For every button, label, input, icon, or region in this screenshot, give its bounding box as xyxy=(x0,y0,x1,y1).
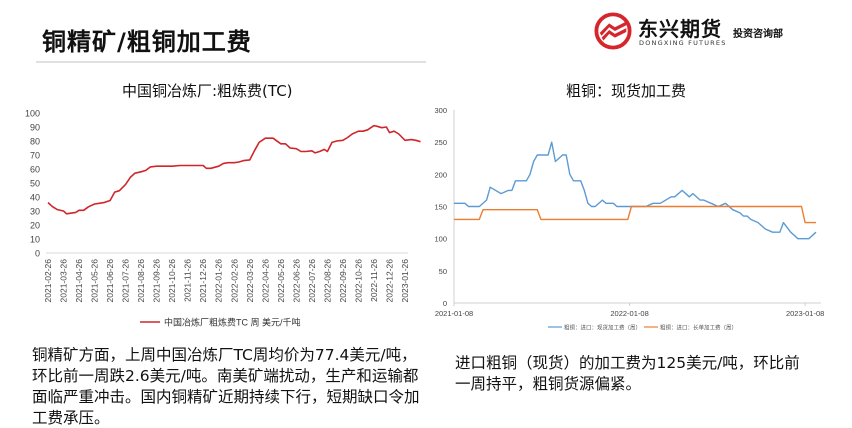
y-tick-label: 0 xyxy=(35,249,40,259)
y-tick-label: 40 xyxy=(30,193,40,203)
x-tick-label: 2021-12-26 xyxy=(198,259,208,303)
fee-series-line xyxy=(454,141,817,240)
department-label: 投资咨询部 xyxy=(733,29,783,40)
x-tick-label: 2022-01-26 xyxy=(214,259,224,303)
y-tick-label: 100 xyxy=(25,109,40,119)
x-tick-label: 2022-04-26 xyxy=(260,259,270,303)
y-tick-label: 0 xyxy=(443,299,447,308)
y-tick-label: 50 xyxy=(439,267,447,276)
x-tick-label: 2022-03-26 xyxy=(245,259,255,303)
x-tick-label: 2021-11-26 xyxy=(183,259,193,302)
title-divider xyxy=(36,61,426,63)
x-tick-label: 2022-05-26 xyxy=(276,259,286,303)
x-tick-label: 2022-02-26 xyxy=(229,259,239,303)
logo-name-cn: 东兴期货 xyxy=(638,17,722,41)
y-tick-label: 20 xyxy=(30,221,40,231)
x-tick-label: 2022-06-26 xyxy=(291,259,301,303)
y-tick-label: 250 xyxy=(434,138,447,147)
legend-label: 中国冶炼厂粗炼费TC 周 美元/千吨 xyxy=(164,317,301,328)
x-tick-label: 2022-07-26 xyxy=(307,259,317,303)
legend-label: 粗铜：进口：长单加工费（周） xyxy=(660,324,737,332)
y-tick-label: 200 xyxy=(434,170,447,179)
y-tick-label: 80 xyxy=(30,137,40,147)
x-tick-label: 2021-04-26 xyxy=(74,259,84,303)
x-tick-label: 2023-01-08 xyxy=(786,309,824,318)
page-title: 铜精矿/粗铜加工费 xyxy=(42,28,252,56)
x-tick-label: 2021-10-26 xyxy=(167,259,177,303)
right-chart-title: 粗铜：现货加工费 xyxy=(566,82,687,100)
x-tick-label: 2022-09-26 xyxy=(338,259,348,303)
left-description: 铜精矿方面，上周中国冶炼厂TC周均价为77.4美元/吨，环比前一周跌2.6美元/… xyxy=(32,346,420,427)
x-tick-label: 2021-07-26 xyxy=(121,259,131,303)
y-tick-label: 100 xyxy=(434,235,447,244)
x-tick-label: 2021-01-08 xyxy=(435,309,473,318)
tc-line-chart: 0 10 20 30 40 50 60 70 80 90 100 2021-02-26 2021-03-… xyxy=(25,109,421,328)
y-tick-label: 300 xyxy=(434,106,447,115)
x-tick-label: 2022-10-26 xyxy=(353,259,363,303)
blister-copper-fee-chart: 0 50 100 150 200 250 300 2021-01-08 2022-01-08 20… xyxy=(434,106,824,332)
x-tick-label: 2021-09-26 xyxy=(152,259,162,303)
right-description: 进口粗铜（现货）的加工费为125美元/吨，环比前一周持平，粗铜货源偏紧。 xyxy=(455,354,800,393)
left-chart-title: 中国铜冶炼厂:粗炼费(TC) xyxy=(122,82,293,100)
tc-series-line xyxy=(47,124,421,215)
y-tick-label: 90 xyxy=(30,123,40,133)
x-tick-label: 2021-06-26 xyxy=(105,259,115,303)
x-tick-label: 2022-01-08 xyxy=(610,309,648,318)
y-tick-label: 150 xyxy=(434,203,447,212)
y-tick-label: 60 xyxy=(30,165,40,175)
fee-series-line xyxy=(454,205,816,224)
x-tick-label: 2021-03-26 xyxy=(59,259,69,303)
x-tick-label: 2022-11-26 xyxy=(369,259,379,302)
x-tick-label: 2021-08-26 xyxy=(136,259,146,303)
x-tick-label: 2023-01-26 xyxy=(400,259,410,303)
logo-name-en: DONGXING FUTURES xyxy=(639,39,727,47)
dongxing-logo-icon xyxy=(594,12,632,50)
y-tick-label: 50 xyxy=(30,179,40,189)
y-tick-label: 10 xyxy=(30,235,40,245)
company-logo: 东兴期货 DONGXING FUTURES 投资咨询部 xyxy=(594,8,834,52)
x-tick-label: 2021-02-26 xyxy=(43,259,53,303)
x-tick-label: 2022-08-26 xyxy=(322,259,332,303)
x-tick-label: 2021-05-26 xyxy=(90,259,100,303)
y-tick-label: 70 xyxy=(30,151,40,161)
y-tick-label: 30 xyxy=(30,207,40,217)
legend-label: 粗铜：进口：现货加工费（周） xyxy=(564,324,641,332)
x-tick-label: 2022-12-26 xyxy=(384,259,394,303)
